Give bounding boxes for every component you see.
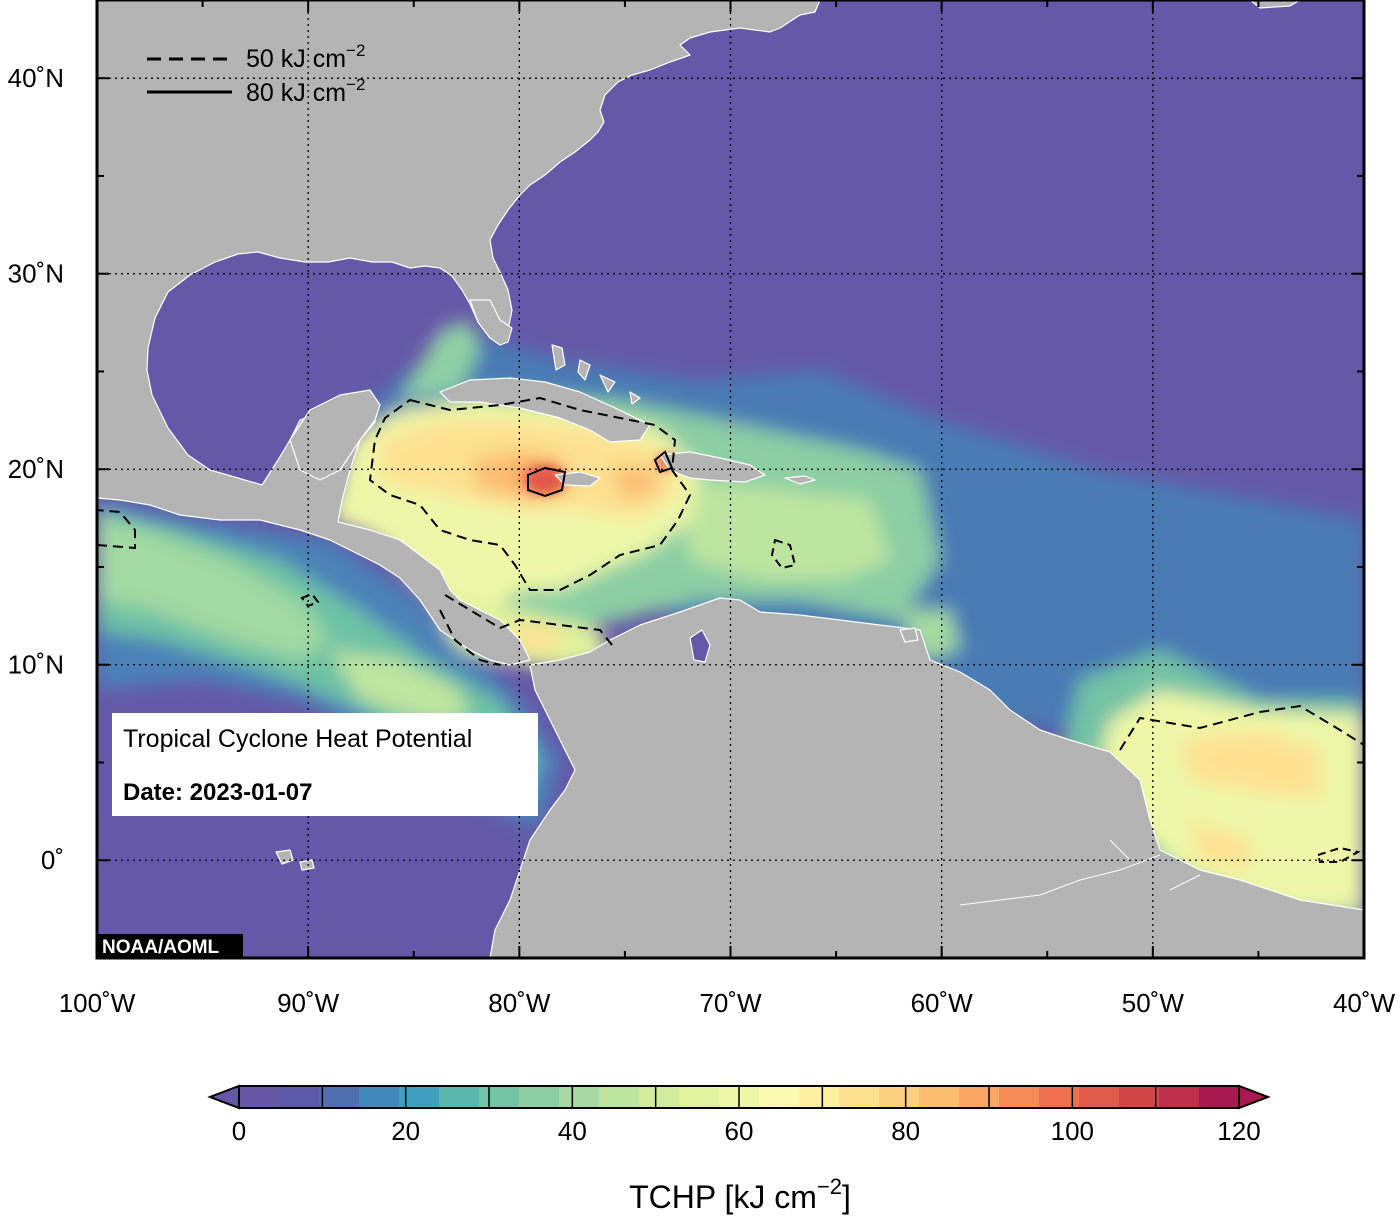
colorbar-tick-label: 40: [558, 1116, 587, 1146]
lake-maracaibo: [689, 629, 711, 663]
colorbar-segment: [399, 1086, 440, 1108]
contour-80-windward: [653, 450, 674, 474]
colorbar-segment: [799, 1086, 840, 1108]
info-date: Date: 2023-01-07: [123, 779, 312, 806]
legend-solid-label: 80 kJ cm−2: [246, 75, 365, 107]
colorbar-segment: [559, 1086, 600, 1108]
lat-tick-label: 10˚N: [8, 650, 64, 680]
contour-50-panama: [439, 594, 613, 666]
latitude-labels: 0˚ 10˚N 20˚N 30˚N 40˚N: [8, 63, 64, 875]
info-title: Tropical Cyclone Heat Potential: [123, 725, 472, 753]
credit-text: NOAA/AOML: [102, 937, 220, 958]
tchp-contours: [97, 396, 1364, 863]
lat-tick-label: 20˚N: [8, 454, 64, 484]
colorbar-segment: [1199, 1086, 1240, 1108]
colorbar-tick-label: 60: [725, 1116, 754, 1146]
contour-50-caribbean: [368, 396, 692, 591]
land-masses: [97, 0, 1364, 958]
colorbar-segment: [839, 1086, 880, 1108]
amazon-river: [959, 839, 1201, 906]
yucatan-peninsula: [289, 389, 381, 481]
colorbar-segment: [319, 1086, 360, 1108]
legend-dashed-label: 50 kJ cm−2: [246, 41, 365, 73]
colorbar-segment: [479, 1086, 520, 1108]
colorbar-segment: [519, 1086, 560, 1108]
colorbar-segment: [359, 1086, 400, 1108]
axis-ticks: [96, 0, 1365, 959]
colorbar-segment: [759, 1086, 800, 1108]
colorbar-segment: [639, 1086, 680, 1108]
lon-tick-label: 50˚W: [1122, 988, 1185, 1018]
contour-50-equatorial-small: [1316, 846, 1361, 863]
colorbar-segment: [1039, 1086, 1080, 1108]
canada-coast: [1249, 0, 1301, 9]
colorbar-segment: [239, 1086, 280, 1108]
colorbar-segment: [919, 1086, 960, 1108]
south-america-land: [489, 597, 1364, 958]
colorbar-title: TCHP [kJ cm−2]: [629, 1174, 851, 1215]
colorbar-tick-label: 100: [1051, 1116, 1094, 1146]
lon-tick-label: 100˚W: [59, 988, 136, 1018]
lon-tick-label: 80˚W: [488, 988, 551, 1018]
colorbar-tick-label: 0: [232, 1116, 246, 1146]
hispaniola-island: [659, 451, 766, 483]
north-america-land: [97, 0, 821, 666]
bahamas-islands: [551, 344, 641, 405]
colorbar-segment: [1159, 1086, 1200, 1108]
lat-tick-label: 30˚N: [8, 259, 64, 289]
map-area: 50 kJ cm−2 80 kJ cm−2 Tropical Cyclone H…: [97, 0, 1364, 958]
contour-50-venezuela-basin: [770, 538, 797, 570]
lon-tick-label: 40˚W: [1333, 988, 1396, 1018]
colorbar-min-arrow: [207, 1084, 240, 1110]
lon-tick-label: 60˚W: [911, 988, 974, 1018]
colorbar-segment: [279, 1086, 320, 1108]
colorbar-segment: [1119, 1086, 1160, 1108]
lat-tick-label: 40˚N: [8, 63, 64, 93]
lat-tick-label: 0˚: [41, 845, 64, 875]
colorbar-max-arrow: [1238, 1084, 1271, 1110]
contour-80-cayman: [527, 466, 567, 498]
trinidad-island: [899, 627, 919, 643]
credit-badge: NOAA/AOML: [97, 934, 243, 958]
puerto-rico-island: [784, 475, 816, 485]
contour-50-equatorial: [1119, 704, 1364, 751]
colorbar-segment: [879, 1086, 920, 1108]
colorbar: 0 20 40 60 80 100 120: [207, 1084, 1271, 1146]
colorbar-segment: [599, 1086, 640, 1108]
contour-50-pacific-west: [97, 509, 136, 550]
galapagos-islands: [275, 849, 315, 871]
colorbar-tick-label: 120: [1217, 1116, 1260, 1146]
colorbar-tick-label: 80: [891, 1116, 920, 1146]
colorbar-segment: [1079, 1086, 1120, 1108]
colorbar-segment: [959, 1086, 1000, 1108]
lon-tick-label: 70˚W: [699, 988, 762, 1018]
info-box: Tropical Cyclone Heat Potential Date: 20…: [112, 713, 538, 816]
cuba-island: [439, 377, 651, 443]
lon-tick-label: 90˚W: [277, 988, 340, 1018]
colorbar-tick-label: 20: [391, 1116, 420, 1146]
contour-legend: 50 kJ cm−2 80 kJ cm−2: [147, 41, 365, 107]
colorbar-segment: [679, 1086, 720, 1108]
colorbar-segment: [999, 1086, 1040, 1108]
longitude-labels: 100˚W 90˚W 80˚W 70˚W 60˚W 50˚W 40˚W: [59, 988, 1396, 1018]
florida-peninsula: [469, 299, 513, 346]
colorbar-segment: [439, 1086, 480, 1108]
